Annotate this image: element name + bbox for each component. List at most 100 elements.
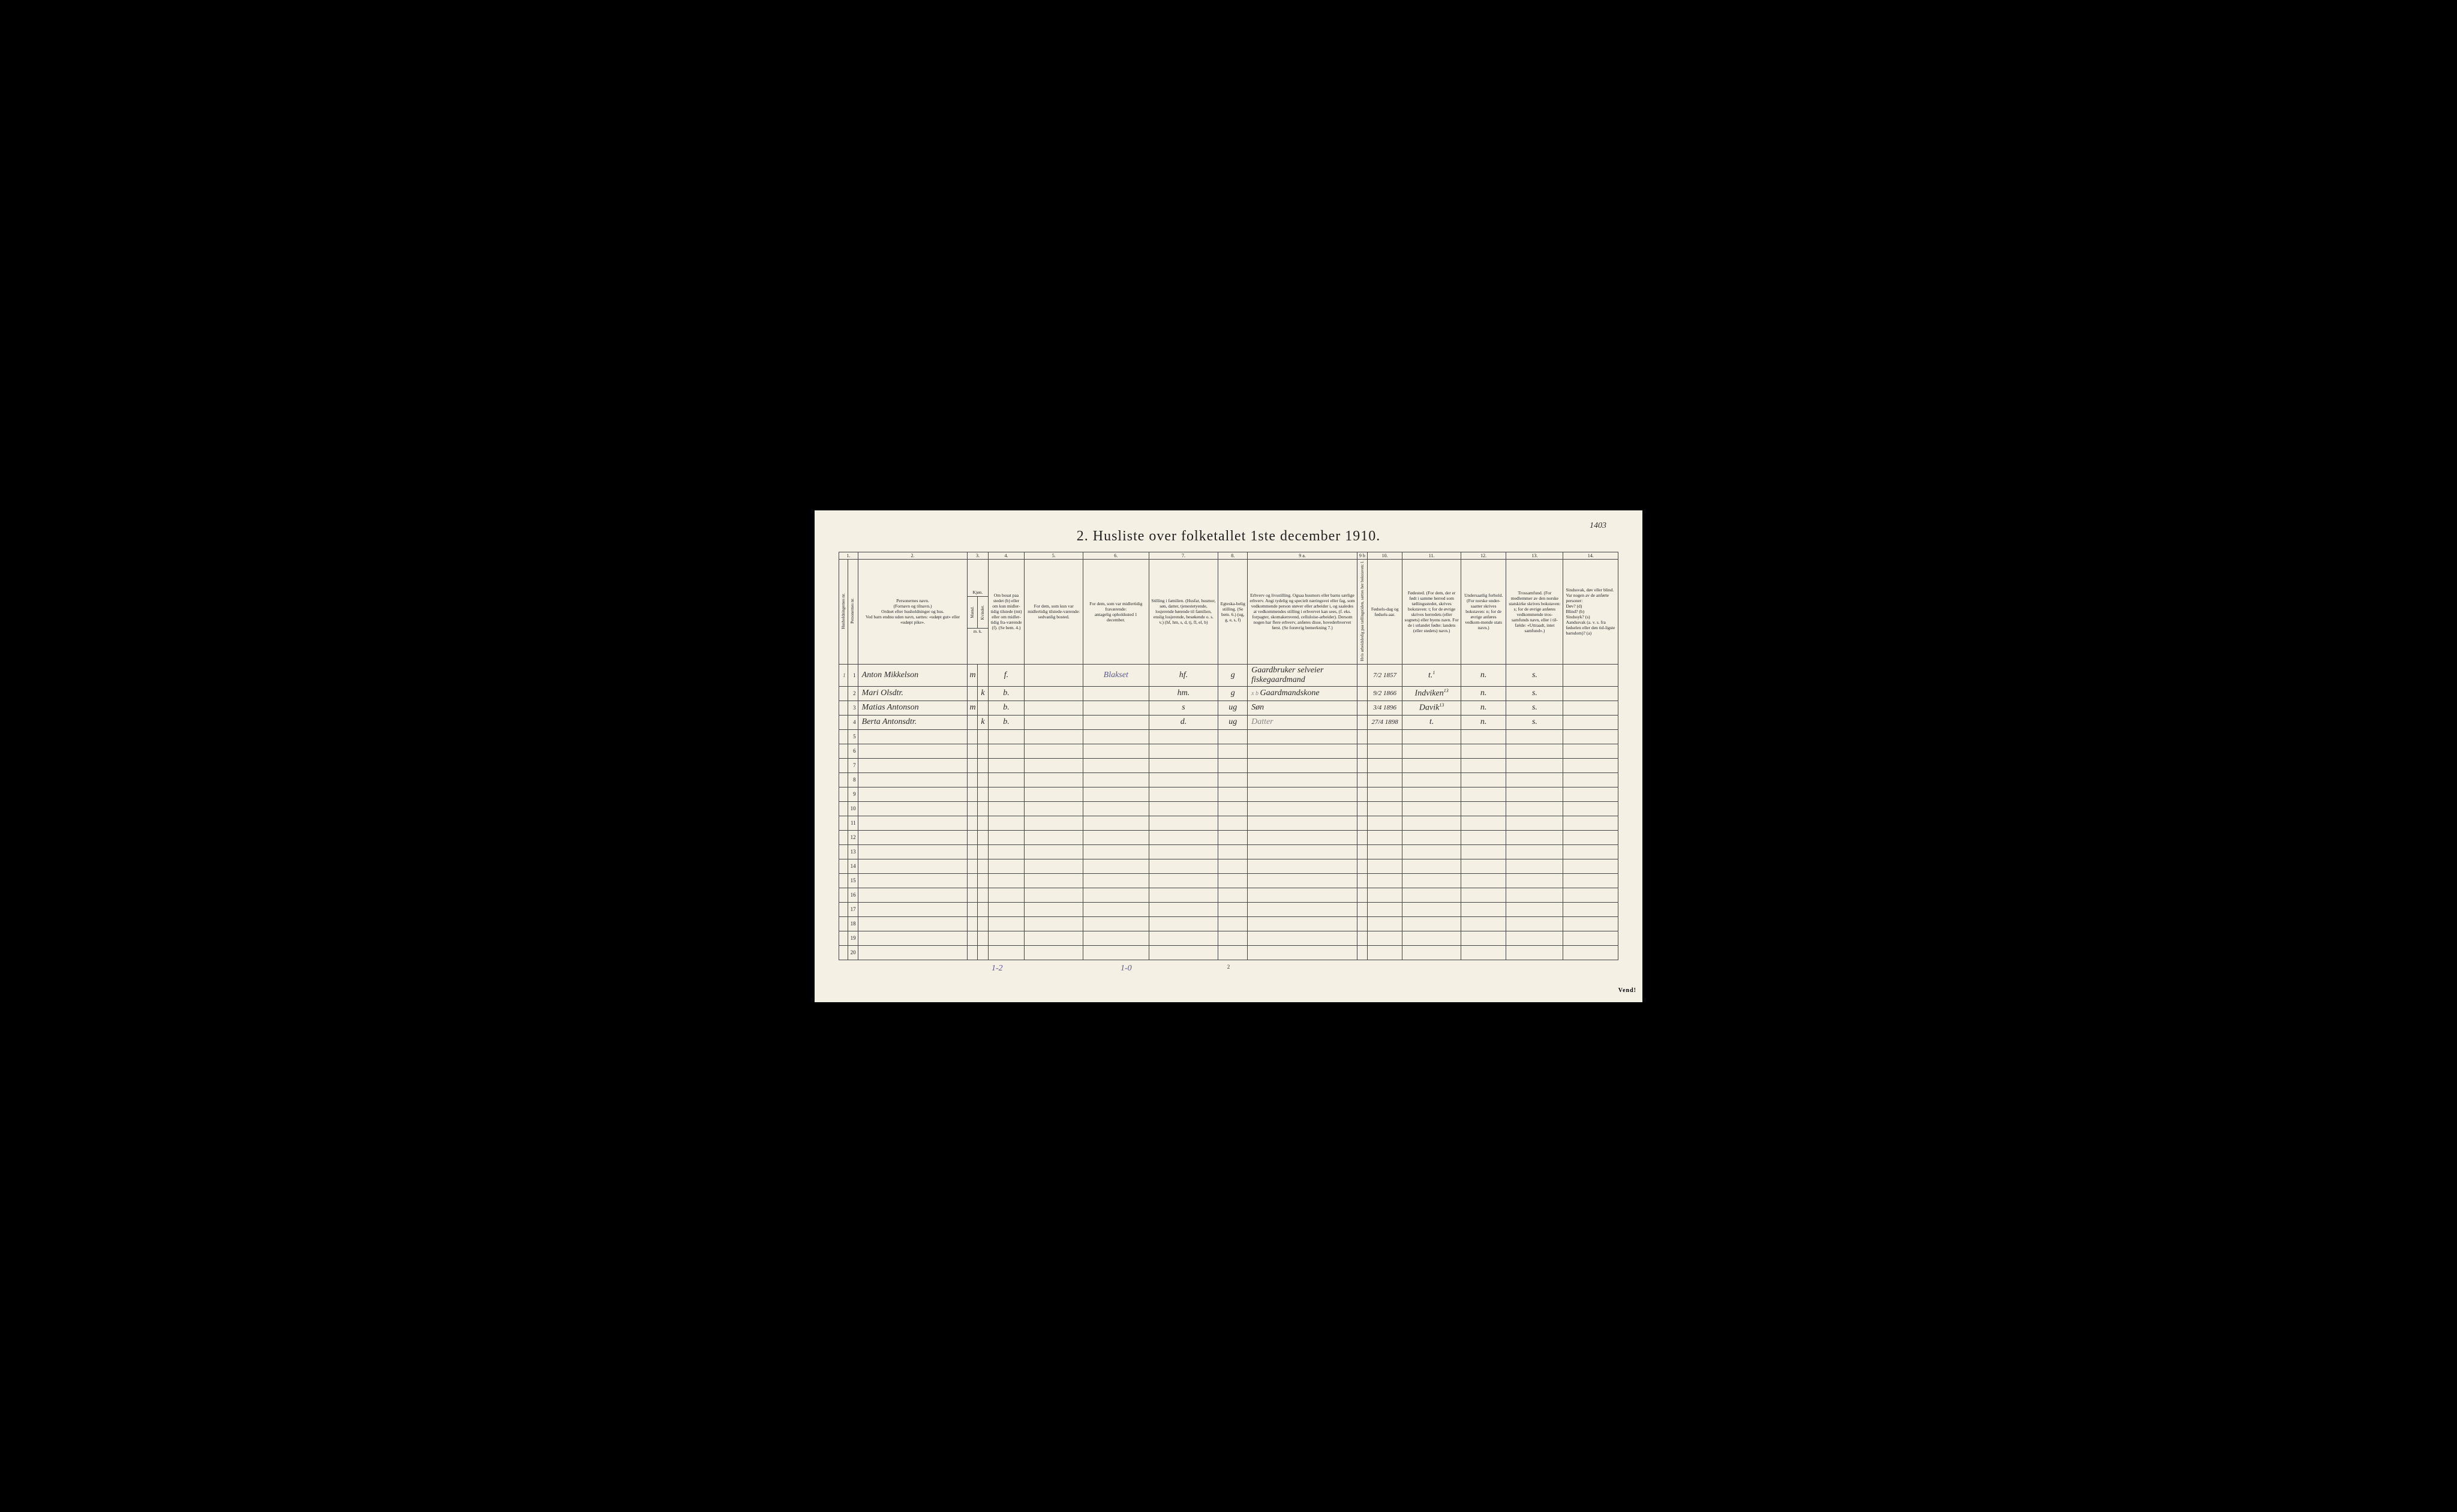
cell-empty xyxy=(1218,830,1248,844)
cell-empty xyxy=(988,945,1025,960)
cell-empty xyxy=(1357,801,1367,816)
cell-sex-k: k xyxy=(978,686,988,701)
cell-empty xyxy=(1461,758,1506,772)
cell-empty xyxy=(1083,945,1149,960)
page-number-handwritten: 1403 xyxy=(1590,521,1606,531)
cell-empty xyxy=(1506,801,1563,816)
cell-empty xyxy=(968,772,978,787)
bottom-note-mid: 1-0 xyxy=(1121,964,1132,973)
cell-empty xyxy=(839,931,848,945)
h-undersaat: Undersaatlig forhold. (For norske under-… xyxy=(1461,560,1506,664)
table-row: 13 xyxy=(839,844,1618,859)
cell-empty xyxy=(988,916,1025,931)
cell-empty xyxy=(1149,902,1218,916)
table-row: 6 xyxy=(839,744,1618,758)
cell-empty xyxy=(1248,830,1357,844)
table-row: 17 xyxy=(839,902,1618,916)
table-row: 5 xyxy=(839,729,1618,744)
cell-empty xyxy=(968,931,978,945)
cell-empty xyxy=(1563,844,1618,859)
cell-hnum xyxy=(839,686,848,701)
cell-empty xyxy=(858,816,968,830)
cell-empty xyxy=(1149,888,1218,902)
cell-empty xyxy=(1083,801,1149,816)
cell-empty xyxy=(1563,945,1618,960)
cell-c7: d. xyxy=(1149,715,1218,729)
header-row: Husholdningernes nr. Personernes nr. Per… xyxy=(839,560,1618,664)
cell-pnum: 12 xyxy=(848,830,858,844)
cell-empty xyxy=(1248,744,1357,758)
cell-empty xyxy=(978,945,988,960)
table-row: 3Matias Antonsonmb.sugSøn3/4 1896Davik13… xyxy=(839,701,1618,715)
cell-sex-m: m xyxy=(968,664,978,686)
colnum-12: 12. xyxy=(1461,552,1506,560)
cell-empty xyxy=(988,888,1025,902)
cell-empty xyxy=(1218,931,1248,945)
cell-empty xyxy=(1506,744,1563,758)
cell-empty xyxy=(1149,873,1218,888)
cell-empty xyxy=(1506,787,1563,801)
table-row: 11Anton Mikkelsonmf.Blaksethf.gGaardbruk… xyxy=(839,664,1618,686)
cell-pnum: 3 xyxy=(848,701,858,715)
cell-empty xyxy=(1357,758,1367,772)
cell-empty xyxy=(1025,859,1083,873)
census-table: 1. 2. 3. 4. 5. 6. 7. 8. 9 a. 9 b 10. 11.… xyxy=(839,552,1618,960)
table-row: 12 xyxy=(839,830,1618,844)
cell-pnum: 10 xyxy=(848,801,858,816)
page-title: 2. Husliste over folketallet 1ste decemb… xyxy=(839,528,1618,545)
cell-empty xyxy=(1149,859,1218,873)
cell-empty xyxy=(1218,888,1248,902)
cell-empty xyxy=(1357,830,1367,844)
cell-c12: n. xyxy=(1461,701,1506,715)
h-tilstede: For dem, som kun var midlertidig tilsted… xyxy=(1025,560,1083,664)
cell-empty xyxy=(968,873,978,888)
cell-empty xyxy=(1461,801,1506,816)
cell-empty xyxy=(839,758,848,772)
cell-empty xyxy=(1357,844,1367,859)
cell-empty xyxy=(988,801,1025,816)
cell-empty xyxy=(1357,945,1367,960)
cell-empty xyxy=(1563,772,1618,787)
cell-empty xyxy=(1402,801,1461,816)
cell-pnum: 18 xyxy=(848,916,858,931)
cell-empty xyxy=(1563,816,1618,830)
cell-c11: t.1 xyxy=(1402,664,1461,686)
cell-empty xyxy=(1367,787,1402,801)
cell-c8: g xyxy=(1218,686,1248,701)
cell-empty xyxy=(1218,744,1248,758)
cell-empty xyxy=(988,931,1025,945)
cell-empty xyxy=(968,916,978,931)
cell-empty xyxy=(839,916,848,931)
cell-empty xyxy=(1025,758,1083,772)
cell-empty xyxy=(988,859,1025,873)
cell-sex-m xyxy=(968,715,978,729)
cell-empty xyxy=(1218,859,1248,873)
cell-empty xyxy=(1248,758,1357,772)
cell-empty xyxy=(1357,729,1367,744)
cell-empty xyxy=(1248,945,1357,960)
cell-empty xyxy=(1149,787,1218,801)
cell-empty xyxy=(978,758,988,772)
cell-empty xyxy=(858,758,968,772)
cell-empty xyxy=(1563,902,1618,916)
cell-empty xyxy=(839,873,848,888)
cell-empty xyxy=(1248,844,1357,859)
cell-empty xyxy=(858,830,968,844)
cell-empty xyxy=(1506,729,1563,744)
cell-empty xyxy=(1025,801,1083,816)
cell-empty xyxy=(1357,931,1367,945)
h-foedested: Fødested. (For dem, der er født i samme … xyxy=(1402,560,1461,664)
cell-empty xyxy=(839,945,848,960)
cell-empty xyxy=(1083,931,1149,945)
cell-empty xyxy=(1461,873,1506,888)
cell-empty xyxy=(1402,902,1461,916)
cell-empty xyxy=(1461,916,1506,931)
table-row: 2Mari Olsdtr.kb.hm.gx b Gaardmandskone9/… xyxy=(839,686,1618,701)
cell-empty xyxy=(988,844,1025,859)
cell-sex-k xyxy=(978,664,988,686)
cell-c6 xyxy=(1083,715,1149,729)
cell-c13: s. xyxy=(1506,715,1563,729)
cell-empty xyxy=(1025,916,1083,931)
cell-empty xyxy=(839,830,848,844)
cell-empty xyxy=(858,902,968,916)
